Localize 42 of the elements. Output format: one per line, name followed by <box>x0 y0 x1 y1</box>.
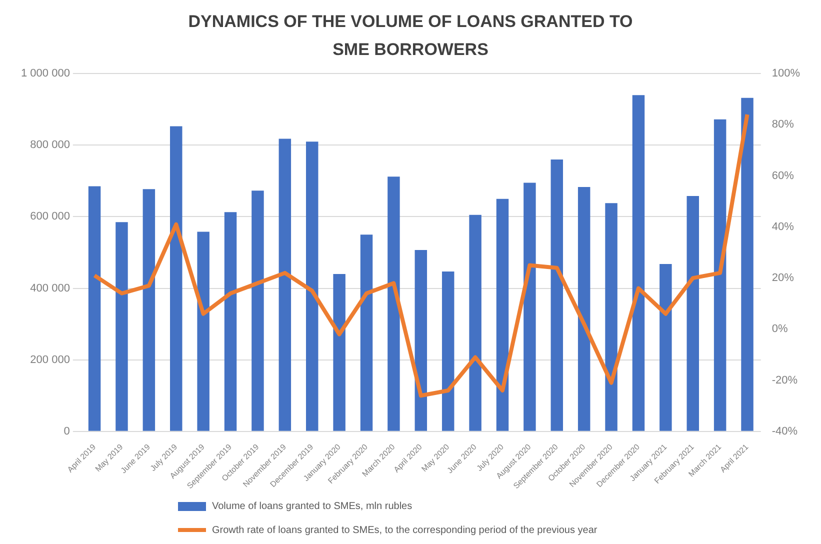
y2-tick-label: -40% <box>772 425 798 438</box>
bar <box>170 126 182 431</box>
bar <box>632 95 645 431</box>
bar <box>388 176 400 431</box>
y2-tick-label: -20% <box>772 374 798 386</box>
bar <box>414 250 428 431</box>
bar <box>578 187 590 431</box>
y-tick-label: 600 000 <box>30 210 70 223</box>
bar <box>224 212 237 431</box>
chart-title: DYNAMICS OF THE VOLUME OF LOANS GRANTED TO SME BORROWERS <box>187 11 634 61</box>
y-tick-label: 1 000 000 <box>21 68 70 80</box>
bar <box>142 189 156 431</box>
legend-label: Growth rate of loans granted to SMEs, to the corresponding period of the previous year <box>212 524 598 536</box>
y2-tick-label: 0% <box>772 323 788 336</box>
legend-label: Volume of loans granted to SMEs, mln rubles <box>212 500 412 512</box>
bar <box>686 196 699 431</box>
bar <box>524 182 536 431</box>
y2-tick-label: 100% <box>772 68 800 80</box>
y-tick-label: 800 000 <box>30 139 70 152</box>
bar <box>360 234 373 431</box>
y-tick-label: 400 000 <box>30 282 70 294</box>
bar <box>116 222 128 431</box>
y-tick-label: 200 000 <box>30 354 70 366</box>
bar <box>605 203 618 431</box>
bar <box>550 159 564 431</box>
bar <box>333 274 346 431</box>
bar <box>197 232 210 431</box>
bar <box>252 190 264 431</box>
y2-tick-label: 80% <box>772 118 794 131</box>
bar <box>714 119 726 431</box>
bar <box>469 214 482 431</box>
bar <box>306 142 318 431</box>
bar <box>278 138 292 431</box>
y2-tick-label: 20% <box>772 272 794 284</box>
bar <box>442 271 454 431</box>
bar <box>88 186 101 431</box>
y2-tick-label: 60% <box>772 170 794 182</box>
y-tick-label: 0 <box>64 425 70 438</box>
bar <box>660 264 672 431</box>
bar <box>741 98 754 431</box>
bar <box>496 198 509 431</box>
y2-tick-label: 40% <box>772 220 794 233</box>
